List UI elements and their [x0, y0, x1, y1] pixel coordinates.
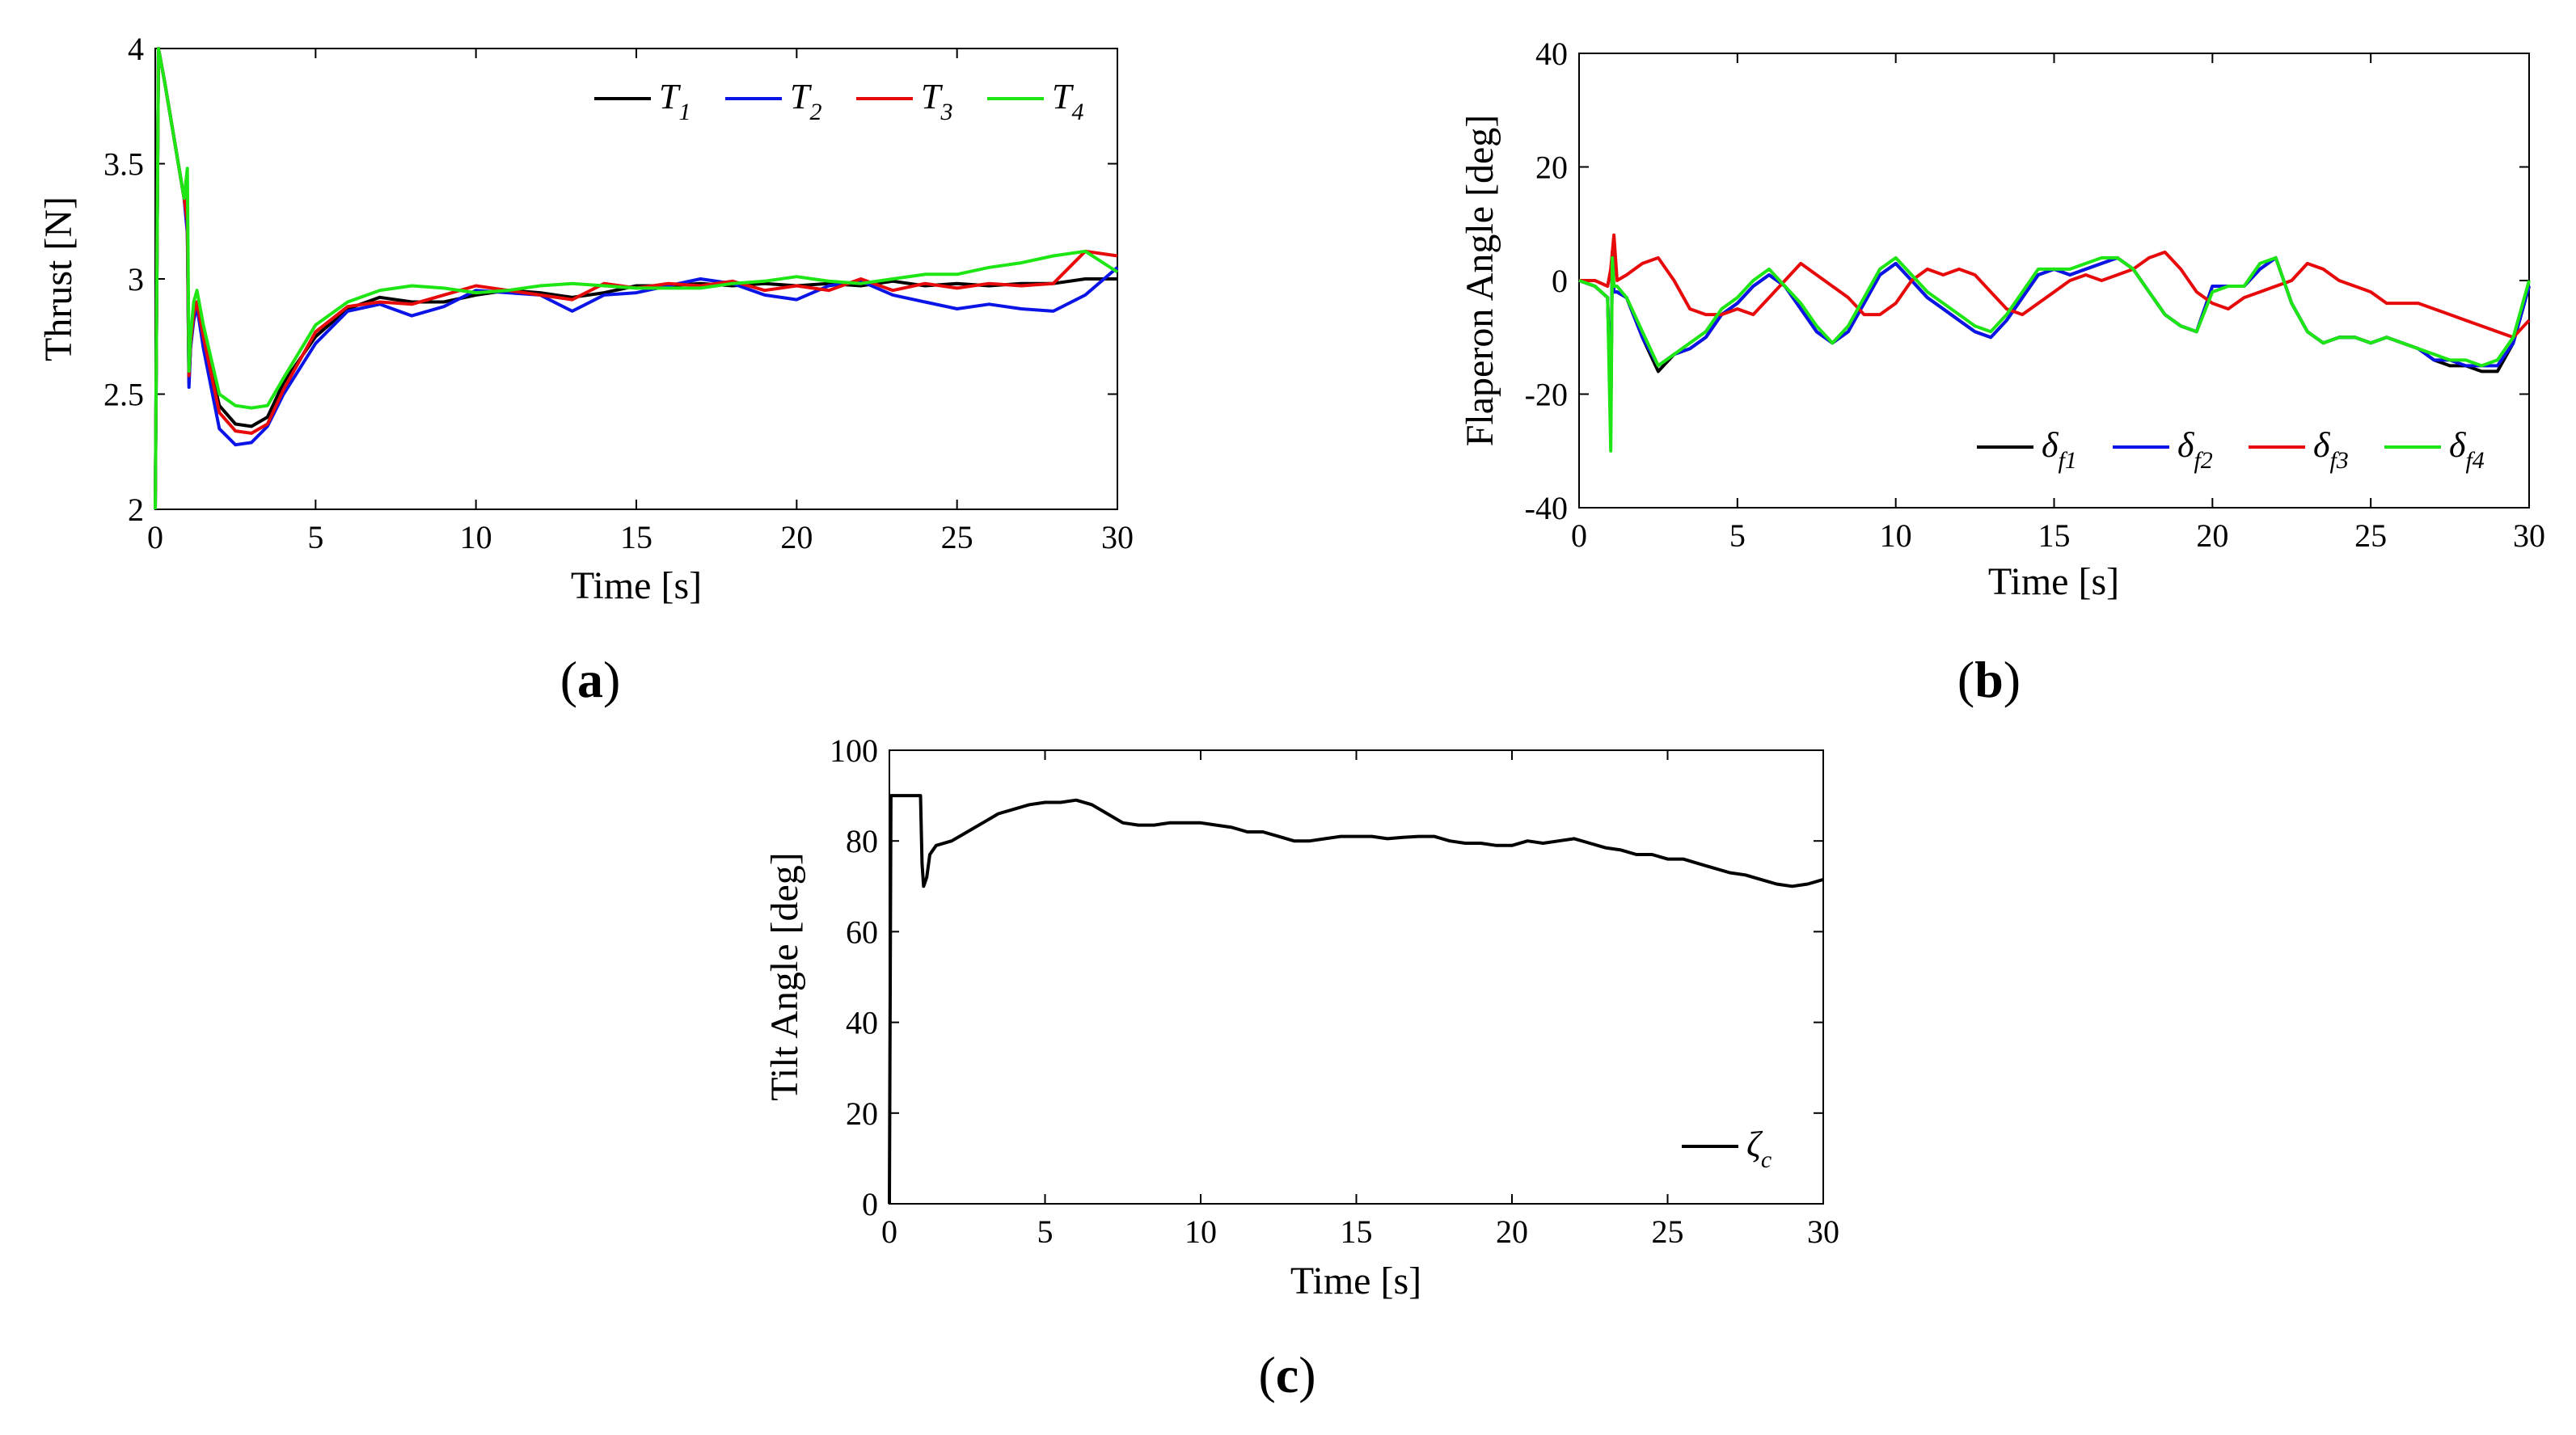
legend-subscript: c: [1761, 1146, 1772, 1173]
series-line-T2: [154, 47, 1119, 510]
panel-caption: (c): [1258, 1346, 1315, 1403]
y-tick-label: 0: [862, 1186, 878, 1222]
legend-symbol: T: [790, 77, 813, 116]
panel-letter: c: [1276, 1346, 1299, 1403]
y-tick-label: 2.5: [103, 377, 144, 413]
y-tick-label: 3.5: [103, 146, 144, 183]
x-tick-label: 0: [881, 1213, 897, 1250]
legend-subscript: f1: [2058, 447, 2076, 474]
panel-letter: b: [1974, 651, 2004, 708]
plot-frame: [154, 48, 1118, 510]
series-line-δf3: [1579, 233, 2531, 340]
legend-subscript: f2: [2194, 447, 2212, 474]
y-axis-label: Thrust [N]: [37, 196, 80, 361]
legend-subscript: 2: [809, 99, 821, 125]
x-tick-label: 15: [620, 519, 652, 555]
x-tick-label: 10: [460, 519, 492, 555]
y-tick-label: 100: [830, 732, 878, 769]
legend-label-ζc: ζc: [1746, 1125, 1772, 1173]
legend-symbol: δ: [2449, 425, 2467, 465]
legend-symbol: δ: [2042, 425, 2059, 465]
series-group: [1578, 233, 2531, 453]
legend-symbol: T: [659, 77, 682, 116]
x-tick-label: 20: [780, 519, 813, 555]
legend-label-δf1: δf1: [2042, 425, 2077, 474]
legend-label-T3: T3: [921, 77, 952, 125]
panel-caption: (a): [560, 651, 621, 708]
y-tick-label: 80: [846, 823, 878, 859]
legend-label-T1: T1: [659, 77, 690, 125]
x-tick-label: 10: [1185, 1213, 1217, 1250]
legend-label-T4: T4: [1052, 77, 1083, 125]
series-line-T4: [154, 47, 1119, 510]
x-tick-label: 0: [147, 519, 163, 555]
y-axis-label: Tilt Angle [deg]: [763, 852, 806, 1101]
series-line-ζc: [888, 794, 1824, 1205]
x-tick-label: 5: [1037, 1213, 1054, 1250]
series-line-δf2: [1578, 250, 2531, 419]
legend-subscript: 3: [940, 99, 952, 125]
legend-symbol: ζ: [1746, 1125, 1763, 1164]
legend-subscript: f4: [2465, 447, 2484, 474]
series-line-T1: [154, 47, 1117, 510]
panel-letter: a: [577, 651, 603, 708]
legend: ζc: [1682, 1125, 1772, 1173]
legend: δf1 δf2 δf3 δf4: [1977, 425, 2485, 474]
y-tick-label: 20: [1535, 150, 1568, 186]
legend-subscript: 4: [1071, 99, 1083, 125]
x-tick-label: 5: [1729, 517, 1746, 554]
x-tick-label: 25: [2354, 517, 2387, 554]
y-tick-label: 4: [128, 31, 144, 67]
legend-label-T2: T2: [790, 77, 821, 125]
x-tick-label: 20: [1496, 1213, 1528, 1250]
x-tick-label: 10: [1880, 517, 1912, 554]
panel-caption: (b): [1957, 651, 2021, 708]
axis-ticks: 0 5 10 15 20 25 30 2 2.5 3 3.5 4: [103, 31, 1134, 555]
legend-subscript: 1: [678, 99, 690, 125]
y-tick-label: -40: [1525, 490, 1568, 526]
y-tick-label: 40: [1535, 36, 1568, 72]
legend-subscript: f3: [2329, 447, 2348, 474]
x-tick-label: 30: [2513, 517, 2545, 554]
axis-ticks: 0 5 10 15 20 25 30 -40 -20 0 20 40: [1525, 36, 2545, 554]
legend-symbol: T: [1052, 77, 1075, 116]
y-axis-label: Flaperon Angle [deg]: [1459, 115, 1501, 447]
x-tick-label: 30: [1101, 519, 1134, 555]
series-line-T3: [154, 47, 1118, 510]
series-line-δf4: [1578, 255, 2531, 453]
y-tick-label: 0: [1552, 263, 1568, 299]
x-axis-label: Time [s]: [1988, 560, 2119, 603]
legend-label-δf4: δf4: [2449, 425, 2485, 474]
legend-label-δf2: δf2: [2177, 425, 2213, 474]
x-tick-label: 25: [941, 519, 973, 555]
legend-label-δf3: δf3: [2313, 425, 2349, 474]
series-group: [888, 794, 1824, 1205]
y-tick-label: 3: [128, 261, 144, 298]
x-axis-label: Time [s]: [1290, 1260, 1421, 1302]
x-tick-label: 25: [1652, 1213, 1684, 1250]
y-tick-label: 40: [846, 1005, 878, 1041]
x-tick-label: 15: [1341, 1213, 1373, 1250]
legend: T1 T2 T3 T4: [594, 77, 1083, 125]
x-tick-label: 0: [1571, 517, 1587, 554]
y-tick-label: 60: [846, 914, 878, 950]
x-tick-label: 30: [1807, 1213, 1839, 1250]
axis-ticks: 0 5 10 15 20 25 30 0 20 40 60 80 100: [830, 732, 1839, 1250]
legend-symbol: T: [921, 77, 944, 116]
x-axis-label: Time [s]: [571, 564, 702, 607]
y-tick-label: -20: [1525, 377, 1568, 413]
y-tick-label: 20: [846, 1095, 878, 1132]
legend-symbol: δ: [2177, 425, 2195, 465]
legend-symbol: δ: [2313, 425, 2331, 465]
y-tick-label: 2: [128, 492, 144, 528]
x-tick-label: 15: [2038, 517, 2071, 554]
x-tick-label: 20: [2196, 517, 2228, 554]
plot-frame: [889, 749, 1824, 1205]
series-group: [154, 47, 1119, 510]
x-tick-label: 5: [307, 519, 323, 555]
